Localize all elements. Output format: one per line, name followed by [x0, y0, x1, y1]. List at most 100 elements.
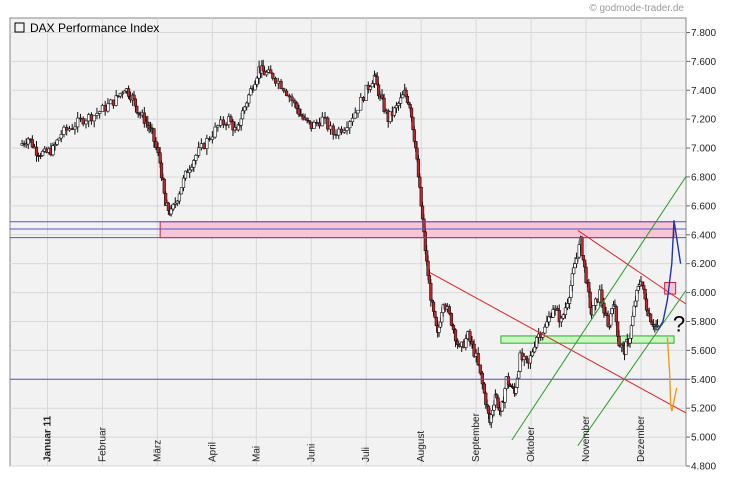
candle-body-down: [295, 102, 299, 109]
y-tick-label: 6.200: [691, 259, 716, 270]
candle-body-up: [350, 117, 355, 123]
candle-body-up: [320, 116, 324, 127]
candle-body-up: [255, 77, 259, 85]
y-tick-label: 5.600: [691, 346, 716, 357]
uptrend-upper: [511, 176, 687, 441]
candle-body-up: [177, 193, 181, 202]
candle-body-down: [150, 127, 154, 130]
candle-body-down: [133, 98, 138, 107]
bullish-projection: [656, 220, 682, 331]
candle: [547, 311, 551, 326]
candle-body-up: [547, 316, 551, 323]
candle: [326, 116, 330, 132]
candle: [356, 109, 360, 118]
projections: [656, 220, 682, 412]
candle-body-up: [192, 160, 196, 168]
candle-body-up: [353, 112, 357, 119]
candle-body-down: [480, 372, 484, 385]
support-zone: [500, 335, 675, 344]
y-tick-label: 4.800: [691, 462, 716, 473]
candle-body-down: [279, 80, 283, 89]
bearish-projection: [666, 337, 678, 412]
candle: [396, 101, 401, 111]
candle: [181, 175, 186, 192]
candle: [380, 89, 384, 100]
candle: [524, 355, 528, 364]
candle: [284, 88, 289, 97]
candle-body-up: [348, 121, 352, 129]
candle-body-up: [194, 155, 198, 161]
candle-body-up: [247, 94, 251, 104]
candle: [247, 93, 251, 107]
candle-body-up: [398, 97, 403, 104]
candle: [555, 305, 559, 311]
candle: [456, 338, 460, 349]
candles: [20, 59, 660, 429]
candle-body-up: [197, 147, 201, 156]
candle: [543, 323, 547, 335]
y-tick-label: 7.400: [691, 86, 716, 97]
candle: [518, 350, 522, 373]
downtrend-lower: [429, 271, 687, 414]
candle: [604, 306, 608, 317]
candle-body-down: [282, 88, 286, 92]
candle-body-up: [655, 325, 660, 327]
candle-body-down: [156, 147, 160, 154]
candle-body-down: [287, 95, 291, 98]
candle: [156, 142, 160, 157]
candle-body-down: [617, 336, 621, 347]
candle-body-down: [472, 343, 476, 357]
candle-body-up: [561, 314, 565, 319]
candle: [194, 153, 198, 165]
candle-body-up: [337, 128, 341, 136]
candle: [51, 142, 55, 157]
candle: [305, 117, 309, 124]
candle-body-up: [464, 338, 468, 348]
candle-body-up: [218, 119, 223, 126]
candle-body-up: [53, 144, 57, 146]
candle-body-up: [199, 143, 203, 149]
candle: [592, 305, 596, 316]
candle: [84, 118, 88, 129]
candle-body-up: [388, 111, 392, 122]
uptrend-lower: [577, 290, 687, 447]
candle-body-down: [65, 126, 69, 131]
legend-box-icon: [14, 22, 25, 33]
candle-body-up: [57, 137, 61, 141]
candle-body-down: [202, 143, 206, 149]
candle-body-up: [183, 170, 188, 179]
candle: [480, 370, 484, 390]
candle: [173, 197, 177, 209]
candle: [126, 85, 131, 100]
candle-body-down: [323, 116, 327, 119]
candle: [320, 112, 324, 127]
candle-body-up: [120, 92, 124, 95]
candle-body-up: [392, 107, 397, 116]
candle-body-up: [249, 88, 253, 96]
candle: [388, 111, 392, 124]
candle: [449, 312, 454, 327]
candle-body-up: [518, 352, 522, 372]
candle-body-down: [34, 146, 39, 156]
candle-body-down: [293, 100, 297, 104]
candle-body-down: [299, 114, 303, 117]
x-month-label: Mai: [251, 446, 262, 462]
candle: [565, 298, 570, 311]
x-month-label: März: [152, 440, 163, 462]
candle: [353, 107, 357, 119]
x-month-label: Dezember: [636, 415, 647, 462]
candle-body-down: [208, 138, 212, 140]
candle-body-up: [73, 126, 77, 130]
candle-body-up: [51, 145, 55, 156]
candle: [282, 87, 286, 94]
candle: [34, 140, 39, 162]
candle-body-up: [26, 138, 30, 145]
question-mark: ?: [673, 312, 685, 337]
annotations: ?: [673, 312, 685, 337]
candle-body-down: [70, 128, 74, 130]
y-tick-label: 6.800: [691, 172, 716, 183]
candle-body-up: [559, 317, 563, 323]
candle-body-down: [506, 376, 511, 386]
candle: [152, 128, 156, 148]
candle: [213, 122, 217, 139]
